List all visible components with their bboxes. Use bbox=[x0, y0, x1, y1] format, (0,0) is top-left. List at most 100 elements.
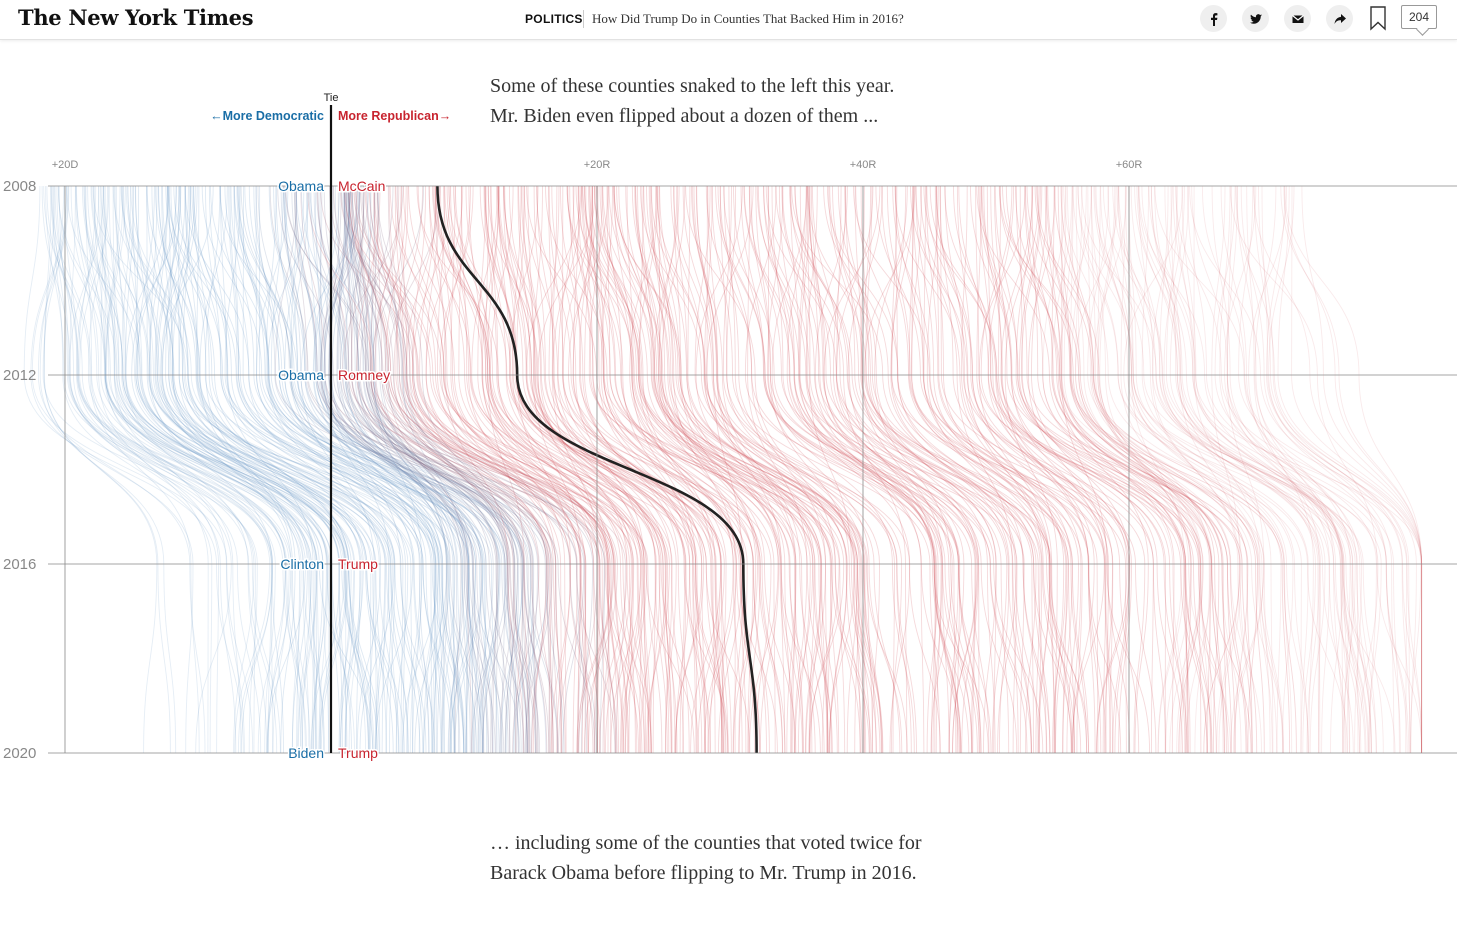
county-line bbox=[425, 185, 571, 754]
county-line bbox=[940, 185, 1146, 754]
county-line bbox=[1134, 185, 1366, 754]
county-line bbox=[670, 185, 829, 754]
more-democratic-label: ←More Democratic bbox=[210, 109, 324, 123]
county-line bbox=[829, 185, 997, 754]
twitter-share-button[interactable] bbox=[1242, 5, 1269, 32]
county-line bbox=[1189, 185, 1411, 754]
county-line bbox=[238, 185, 434, 754]
section-label[interactable]: POLITICS bbox=[525, 12, 583, 26]
county-line bbox=[875, 185, 1157, 754]
county-line bbox=[160, 185, 308, 754]
county-line bbox=[1026, 185, 1248, 754]
county-line bbox=[978, 185, 1055, 754]
county-line bbox=[1099, 185, 1191, 754]
county-line bbox=[788, 185, 1034, 754]
county-line bbox=[151, 185, 421, 754]
county-line bbox=[602, 185, 828, 754]
county-line bbox=[193, 185, 364, 754]
county-line bbox=[823, 185, 943, 754]
county-line bbox=[358, 185, 554, 754]
county-line bbox=[722, 185, 912, 754]
county-line bbox=[168, 185, 451, 754]
county-line bbox=[114, 185, 268, 754]
nyt-logo[interactable]: The New York Times bbox=[18, 5, 254, 30]
scrolly-text-line: Some of these counties snaked to the lef… bbox=[490, 75, 895, 97]
county-line bbox=[1097, 185, 1192, 754]
county-line bbox=[828, 185, 1032, 754]
email-icon bbox=[1291, 14, 1304, 23]
county-line bbox=[323, 185, 390, 754]
county-line bbox=[594, 185, 845, 754]
county-line bbox=[277, 185, 588, 754]
county-line bbox=[328, 185, 530, 754]
county-line bbox=[728, 185, 860, 754]
county-line bbox=[520, 185, 677, 754]
county-line bbox=[172, 185, 292, 754]
facebook-share-button[interactable] bbox=[1200, 5, 1227, 32]
county-line bbox=[1095, 185, 1273, 754]
county-line bbox=[1154, 185, 1242, 754]
county-line bbox=[125, 185, 352, 754]
county-line bbox=[634, 185, 828, 754]
county-line bbox=[184, 185, 424, 754]
comments-button[interactable]: 204 bbox=[1401, 5, 1437, 29]
county-line bbox=[121, 185, 437, 754]
county-line bbox=[43, 185, 171, 754]
county-line bbox=[1063, 185, 1282, 754]
county-line bbox=[314, 185, 465, 754]
county-line bbox=[575, 185, 861, 754]
county-line bbox=[374, 185, 554, 754]
county-line bbox=[1280, 185, 1423, 753]
tie-label: Tie bbox=[324, 92, 339, 104]
county-line bbox=[313, 185, 485, 754]
county-line bbox=[646, 185, 822, 754]
x-tick-label: +20D bbox=[52, 159, 79, 171]
county-line bbox=[635, 185, 795, 754]
county-line bbox=[135, 185, 355, 754]
county-line bbox=[192, 185, 349, 754]
bookmark-button[interactable] bbox=[1369, 5, 1387, 36]
county-line bbox=[165, 185, 372, 754]
county-line bbox=[343, 185, 469, 754]
county-line bbox=[657, 185, 866, 754]
county-line bbox=[976, 185, 1191, 754]
county-line bbox=[1015, 185, 1202, 754]
county-line bbox=[1150, 185, 1326, 754]
county-line bbox=[93, 185, 355, 754]
county-line bbox=[569, 185, 698, 754]
county-line bbox=[356, 185, 587, 754]
county-line bbox=[1077, 185, 1309, 754]
county-line bbox=[1229, 185, 1423, 754]
county-line bbox=[837, 185, 996, 754]
county-line bbox=[329, 185, 605, 754]
county-line bbox=[135, 185, 409, 754]
county-line bbox=[1087, 185, 1302, 754]
county-line bbox=[125, 185, 398, 754]
county-line bbox=[1175, 185, 1408, 754]
county-line bbox=[182, 185, 405, 754]
county-line bbox=[83, 185, 317, 754]
county-line bbox=[925, 185, 1079, 754]
county-line bbox=[490, 185, 657, 754]
more-share-button[interactable] bbox=[1326, 5, 1353, 32]
county-line bbox=[300, 185, 616, 754]
county-line bbox=[551, 185, 617, 754]
county-line bbox=[87, 185, 271, 754]
county-line bbox=[743, 185, 911, 754]
county-line bbox=[1051, 185, 1247, 754]
county-line bbox=[1301, 185, 1423, 753]
county-line bbox=[417, 185, 670, 754]
county-line bbox=[316, 185, 626, 754]
county-line bbox=[319, 185, 618, 754]
county-line bbox=[1201, 185, 1408, 754]
county-line bbox=[460, 185, 630, 754]
county-line bbox=[240, 185, 565, 754]
county-line bbox=[337, 185, 471, 754]
county-line bbox=[1019, 185, 1183, 754]
county-line bbox=[537, 185, 652, 754]
county-line bbox=[891, 185, 1127, 754]
email-share-button[interactable] bbox=[1284, 5, 1311, 32]
scrolly-text-line: Mr. Biden even flipped about a dozen of … bbox=[490, 105, 879, 127]
county-line bbox=[1090, 185, 1232, 754]
county-line bbox=[104, 185, 316, 754]
